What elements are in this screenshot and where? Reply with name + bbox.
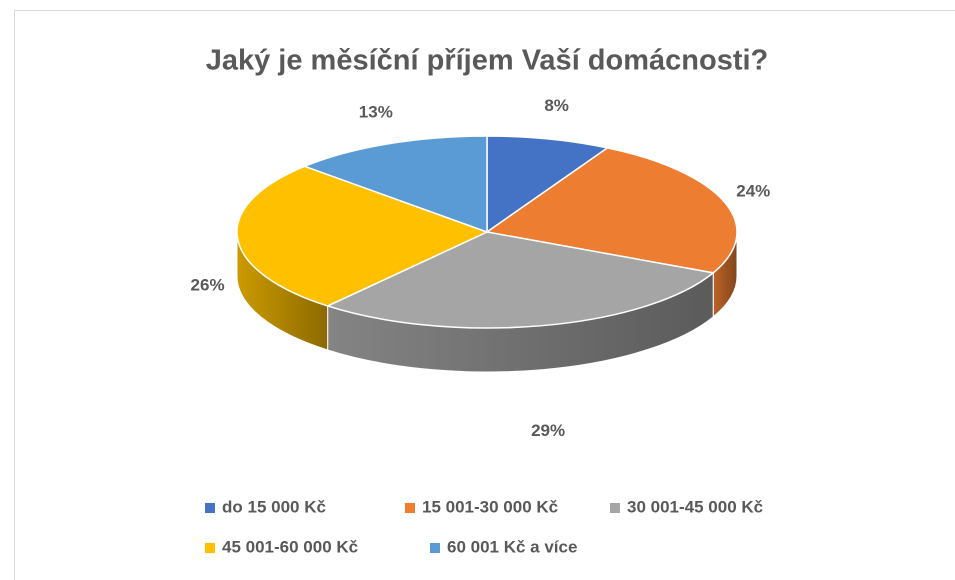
legend-label: do 15 000 Kč — [222, 497, 326, 516]
legend-swatch — [610, 503, 620, 513]
legend-label: 60 001 Kč a více — [447, 537, 577, 556]
legend-swatch — [205, 543, 215, 553]
pie-slice — [486, 135, 610, 234]
data-label: 29% — [531, 421, 565, 440]
legend-swatch — [405, 503, 415, 513]
data-label: 13% — [359, 103, 393, 122]
legend-swatch — [430, 543, 440, 553]
pie-slice — [325, 231, 715, 329]
data-label: 8% — [544, 96, 569, 115]
data-label: 24% — [736, 181, 770, 200]
pie-slice — [485, 147, 738, 274]
pie-slice — [236, 165, 489, 307]
legend-label: 30 001-45 000 Kč — [627, 497, 763, 516]
chart-title: Jaký je měsíční příjem Vaší domácnosti? — [206, 45, 769, 77]
legend-label: 45 001-60 000 Kč — [222, 537, 358, 556]
pie-slice — [302, 135, 488, 234]
legend-swatch — [205, 503, 215, 513]
legend-label: 15 001-30 000 Kč — [422, 497, 558, 516]
data-label: 26% — [191, 276, 225, 295]
